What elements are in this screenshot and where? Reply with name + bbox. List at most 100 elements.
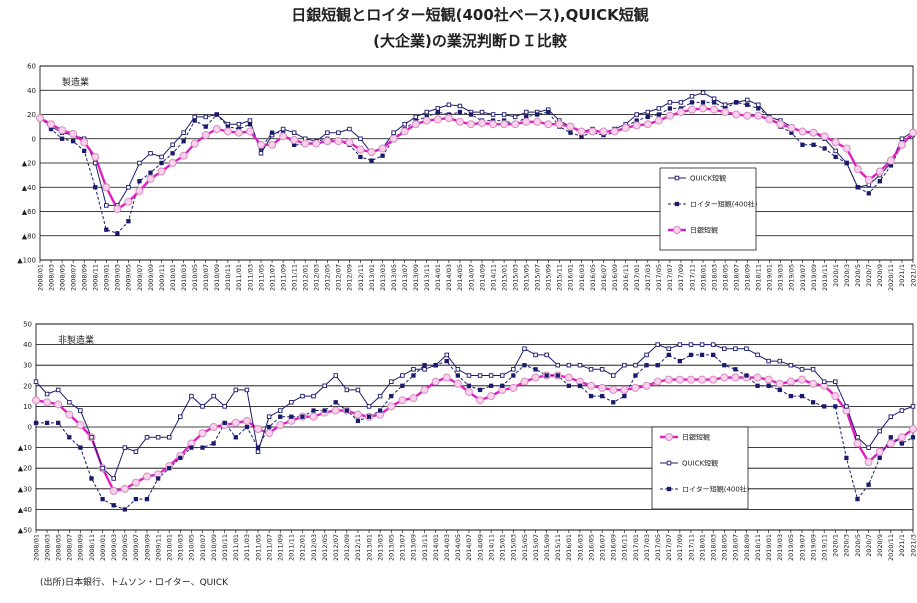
data-point xyxy=(844,404,849,409)
data-point xyxy=(200,404,205,409)
data-point xyxy=(886,439,895,448)
x-tick-label: 2017/07 xyxy=(665,534,673,561)
data-point xyxy=(200,445,205,450)
data-point xyxy=(131,478,140,487)
x-tick-label: 2018/03 xyxy=(709,534,717,561)
x-tick-label: 2014/07 xyxy=(465,534,473,561)
data-point xyxy=(522,117,531,126)
data-point xyxy=(509,383,518,392)
x-tick-label: 2013/03 xyxy=(376,534,384,561)
chart-title: 日銀短観とロイター短観(400社ベース),QUICK短観 xyxy=(291,6,649,24)
panel-label: 非製造業 xyxy=(58,334,94,346)
data-point xyxy=(833,379,838,384)
data-point xyxy=(358,154,363,160)
data-point xyxy=(135,186,144,195)
data-point xyxy=(622,393,627,399)
data-point xyxy=(477,373,483,378)
x-tick-label: 2014/03 xyxy=(445,264,453,291)
data-point xyxy=(710,105,719,114)
data-point xyxy=(59,136,65,141)
y-tick-label: 20 xyxy=(23,382,32,390)
data-point xyxy=(877,428,882,434)
data-point xyxy=(734,100,739,105)
x-tick-label: 2008/11 xyxy=(88,534,96,561)
data-point xyxy=(688,352,694,358)
x-tick-label: 2019/05 xyxy=(788,264,796,291)
data-point xyxy=(676,108,685,117)
x-tick-label: 2021/3 xyxy=(909,264,917,287)
data-point xyxy=(642,381,651,390)
x-tick-label: 2010/11 xyxy=(221,534,229,561)
data-point xyxy=(111,503,116,508)
x-tick-label: 2015/05 xyxy=(523,264,531,291)
data-point xyxy=(477,387,483,393)
data-point xyxy=(855,435,860,440)
data-point xyxy=(700,90,706,95)
x-tick-label: 2011/05 xyxy=(254,534,262,561)
data-point xyxy=(833,148,838,154)
data-point xyxy=(67,400,72,405)
data-point xyxy=(344,408,349,413)
x-tick-label: 2008/07 xyxy=(66,534,74,561)
data-point xyxy=(424,109,430,115)
data-point xyxy=(764,375,773,384)
data-point xyxy=(378,144,387,153)
source-note: (出所)日本銀行、トムソン・ロイター、QUICK xyxy=(40,576,229,588)
legend-label: ロイター短観(400社) xyxy=(690,200,758,209)
data-point xyxy=(80,138,89,147)
data-point xyxy=(809,379,818,388)
x-tick-label: 2019/01 xyxy=(766,264,774,291)
x-tick-label: 2013/09 xyxy=(412,264,420,291)
data-point xyxy=(700,100,706,105)
x-tick-label: 2009/11 xyxy=(154,534,162,561)
y-tick-label: 20 xyxy=(27,111,36,119)
data-point xyxy=(864,458,873,467)
x-tick-label: 2008/11 xyxy=(92,264,100,291)
data-point xyxy=(866,191,871,196)
data-point xyxy=(645,109,651,115)
data-point xyxy=(159,154,164,160)
data-point xyxy=(247,118,253,123)
x-tick-label: 2010/03 xyxy=(180,264,188,291)
data-point xyxy=(366,404,372,409)
x-tick-label: 2014/01 xyxy=(432,534,440,561)
y-tick-label: 50 xyxy=(23,321,32,329)
data-point xyxy=(656,112,661,117)
data-point xyxy=(178,414,183,419)
legend-label: QUICK短観 xyxy=(682,459,718,468)
data-point xyxy=(476,396,485,405)
data-point xyxy=(433,115,442,124)
data-point xyxy=(501,112,507,117)
data-point xyxy=(168,159,177,167)
x-tick-label: 2012/01 xyxy=(302,264,310,291)
data-point xyxy=(442,373,451,382)
data-point xyxy=(255,449,261,454)
data-point xyxy=(133,496,139,502)
data-point xyxy=(709,375,718,384)
data-point xyxy=(699,104,708,113)
data-point xyxy=(910,435,916,440)
x-tick-label: 2015/11 xyxy=(556,264,564,291)
x-tick-label: 2015/01 xyxy=(499,534,507,561)
x-tick-label: 2013/11 xyxy=(423,264,431,291)
x-tick-label: 2012/03 xyxy=(313,264,321,291)
x-tick-label: 2016/05 xyxy=(587,534,595,561)
data-point xyxy=(788,393,794,399)
x-tick-label: 2017/05 xyxy=(655,264,663,291)
data-point xyxy=(366,414,372,419)
x-tick-label: 2021/3 xyxy=(909,534,917,557)
data-point xyxy=(400,373,405,378)
data-point xyxy=(799,393,805,399)
data-point xyxy=(289,400,294,405)
data-point xyxy=(422,116,431,125)
x-tick-label: 2019/05 xyxy=(787,534,795,561)
data-point xyxy=(655,363,660,368)
y-tick-label: ▲10 xyxy=(18,444,32,452)
x-tick-label: 2018/07 xyxy=(732,534,740,561)
data-point xyxy=(222,420,227,426)
data-point xyxy=(258,151,264,156)
data-point xyxy=(599,367,605,372)
data-point xyxy=(56,420,61,426)
data-point xyxy=(877,179,882,184)
data-point xyxy=(266,414,272,419)
